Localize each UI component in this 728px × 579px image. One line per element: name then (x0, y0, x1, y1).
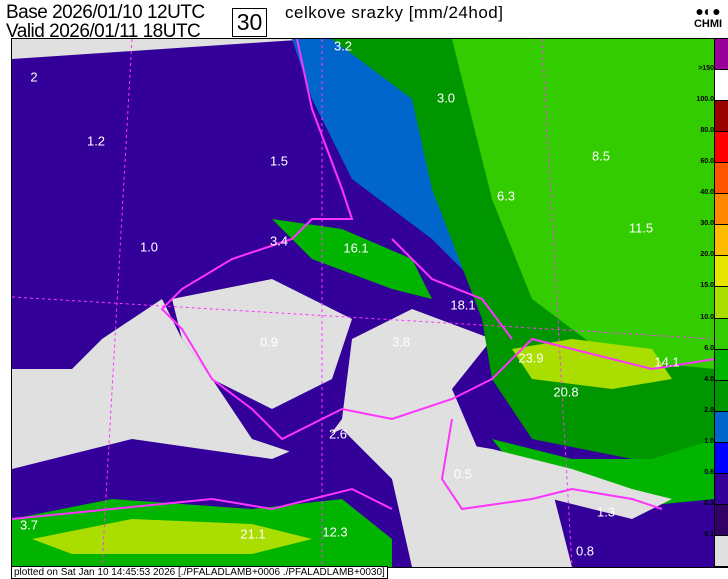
logo-text: CHMI (693, 18, 723, 30)
colorbar-label: 1.0 (704, 437, 714, 445)
value-label: 1.5 (269, 153, 289, 169)
value-label: 3.4 (269, 233, 289, 249)
precip-dry-center (172, 279, 352, 409)
colorbar-label: 0.6 (704, 468, 714, 476)
colorbar-swatch (715, 318, 728, 350)
value-label: 2 (30, 69, 38, 85)
value-label: 3.0 (436, 90, 456, 106)
colorbar-swatch (715, 256, 728, 288)
colorbar-label: 4.0 (704, 375, 714, 383)
colorbar-swatch (715, 535, 728, 567)
base-value: 2026/01/10 12UTC (52, 2, 205, 23)
colorbar-swatch (715, 132, 728, 164)
value-label: 3.2 (333, 38, 353, 54)
colorbar-swatch (715, 442, 728, 474)
colorbar-label: 40.0 (700, 189, 714, 197)
valid-label: Valid (6, 21, 45, 42)
base-time: Base 2026/01/10 12UTC (6, 3, 205, 22)
colorbar-label: >150 (698, 65, 714, 73)
value-label: 1.2 (86, 133, 106, 149)
valid-value: 2026/01/11 18UTC (49, 21, 201, 42)
valid-time: Valid 2026/01/11 18UTC (6, 21, 201, 42)
value-label: 23.9 (518, 350, 544, 366)
grid-lines (11, 38, 716, 568)
value-label: 11.5 (628, 220, 654, 236)
colorbar-swatch (715, 504, 728, 536)
value-label: 21.1 (240, 526, 266, 542)
value-label: 8.5 (591, 148, 611, 164)
value-label: 2.6 (328, 426, 348, 442)
colorbar-swatch (715, 101, 728, 133)
colorbar-label: 15.0 (700, 282, 714, 290)
colorbar-label: 20.0 (700, 251, 714, 259)
colorbar-label: 80.0 (700, 127, 714, 135)
colorbar-label: 10.0 (700, 313, 714, 321)
value-label: 16.1 (343, 240, 369, 256)
colorbar-label: 30.0 (700, 220, 714, 228)
colorbar-swatch (715, 70, 728, 102)
colorbar-swatch (715, 194, 728, 226)
colorbar-label: 100.0 (696, 96, 714, 104)
value-label: 18.1 (450, 297, 476, 313)
colorbar-label: 6.0 (704, 344, 714, 352)
colorbar-swatch (715, 225, 728, 257)
value-label: 3.8 (391, 334, 411, 350)
value-label: 3.7 (19, 517, 39, 533)
value-label: 6.3 (496, 188, 516, 204)
colorbar-swatch (715, 473, 728, 505)
colorbar: >150 100.0 80.0 60.0 40.0 30.0 20.0 15.0 10.0 6.0… (696, 38, 728, 568)
precip-dry-east (412, 439, 672, 567)
colorbar-swatch (715, 39, 728, 71)
colorbar-label: 60.0 (700, 158, 714, 166)
value-label: 0.9 (259, 334, 279, 350)
value-label: 20.8 (553, 384, 579, 400)
colorbar-swatch (715, 163, 728, 195)
colorbar-swatch (715, 380, 728, 412)
value-label: 1.0 (139, 239, 159, 255)
value-label: 0.5 (453, 466, 473, 482)
base-label: Base (6, 2, 48, 23)
colorbar-label: 0.3 (704, 499, 714, 507)
precip-green-ridge (272, 219, 432, 299)
value-label: 1.3 (596, 504, 616, 520)
value-label: 14.1 (654, 354, 680, 370)
colorbar-label: 2.0 (704, 406, 714, 414)
precip-lightgreen-area (452, 39, 715, 369)
value-label: 0.8 (575, 543, 595, 559)
value-label: 12.3 (322, 524, 348, 540)
colorbar-label: 0.1 (704, 530, 714, 538)
colorbar-swatch (715, 411, 728, 443)
map-canvas (11, 38, 716, 568)
precip-yellow-cells (512, 339, 672, 389)
country-borders (11, 38, 716, 520)
colorbar-swatch (715, 349, 728, 381)
precipitation-map: 3.2 2 1.2 1.5 3.0 8.5 6.3 11.5 1.0 3.4 1… (11, 38, 716, 568)
footer-text: plotted on Sat Jan 10 14:45:53 2026 [./P… (11, 566, 388, 579)
chmi-logo: ●◐● CHMI (690, 4, 726, 30)
map-title: celkove srazky [mm/24hod] (285, 3, 504, 22)
colorbar-swatch (715, 287, 728, 319)
precip-yellowgreen-south (32, 519, 312, 554)
lead-hours: 30 (232, 8, 267, 37)
